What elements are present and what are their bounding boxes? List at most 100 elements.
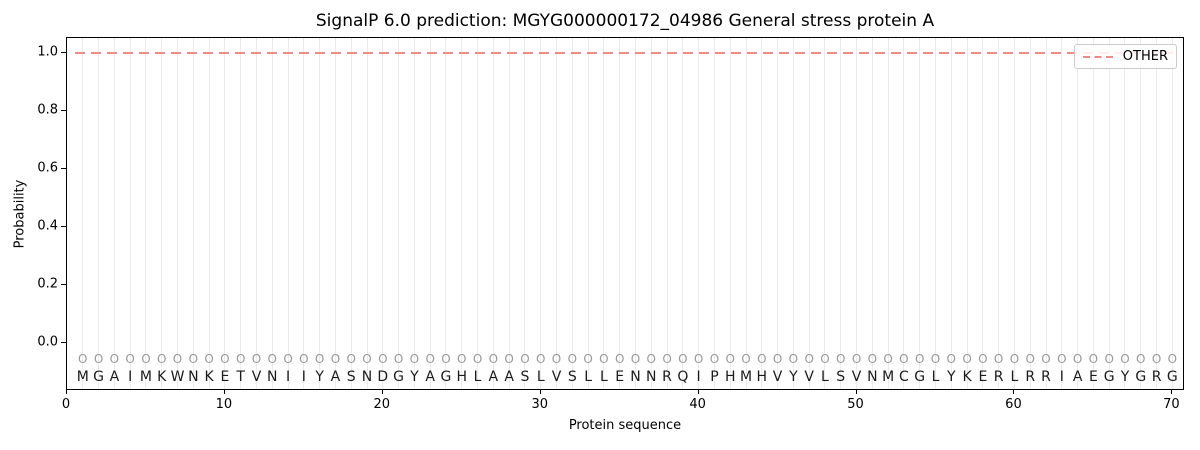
class-marker: O xyxy=(267,352,278,367)
gridline xyxy=(1171,38,1173,389)
class-marker: O xyxy=(867,352,878,367)
gridline xyxy=(303,38,305,389)
residue-letter: R xyxy=(1025,369,1036,386)
residue-letter: E xyxy=(978,369,988,386)
residue-letter: R xyxy=(993,369,1004,386)
residue-letter: G xyxy=(914,369,926,386)
class-marker: O xyxy=(472,352,483,367)
residue-letter: Y xyxy=(789,369,798,386)
class-marker: O xyxy=(141,352,151,367)
x-tick-label: 60 xyxy=(1005,397,1022,412)
residue-letter: A xyxy=(504,369,514,386)
residue-letter: N xyxy=(188,369,199,386)
residue-letter: S xyxy=(567,369,577,386)
class-marker: O xyxy=(188,352,199,367)
gridline xyxy=(792,38,794,389)
residue-letter: Y xyxy=(1120,369,1130,386)
residue-letter: M xyxy=(739,369,753,386)
residue-letter: M xyxy=(76,369,89,386)
gridline xyxy=(619,38,621,389)
gridline xyxy=(271,38,273,389)
gridline xyxy=(508,38,510,389)
gridline xyxy=(1045,38,1047,389)
y-tick-mark xyxy=(61,167,66,169)
class-marker: O xyxy=(930,352,941,367)
x-tick-mark xyxy=(697,390,699,394)
class-marker: O xyxy=(393,352,404,367)
gridline xyxy=(1013,38,1015,389)
residue-letter: L xyxy=(821,369,829,386)
x-tick-label: 0 xyxy=(61,397,71,412)
class-marker: O xyxy=(1009,352,1020,367)
residue-letter: V xyxy=(851,369,862,386)
class-marker: O xyxy=(614,352,625,367)
class-marker: O xyxy=(772,352,783,367)
residue-letter: Y xyxy=(410,369,419,386)
legend-dashed-line-sample xyxy=(1082,55,1115,58)
gridline xyxy=(666,38,668,389)
class-marker: O xyxy=(1104,352,1114,367)
gridline xyxy=(950,38,952,389)
residue-letter: Q xyxy=(677,369,689,386)
class-marker: O xyxy=(314,352,325,367)
residue-letter: H xyxy=(756,369,768,386)
x-tick-mark xyxy=(381,390,383,394)
residue-letter: L xyxy=(931,369,940,386)
gridline xyxy=(887,38,889,389)
gridline xyxy=(524,38,526,389)
gridline xyxy=(161,38,163,389)
y-tick-mark xyxy=(61,342,66,344)
residue-letter: A xyxy=(330,369,341,386)
class-marker: O xyxy=(804,352,814,367)
class-marker: O xyxy=(1088,352,1099,367)
class-marker: O xyxy=(535,352,546,367)
residue-letter: G xyxy=(440,369,452,386)
gridline xyxy=(129,38,131,389)
residue-letter: D xyxy=(377,369,389,386)
residue-letter: E xyxy=(615,369,625,386)
gridline xyxy=(1140,38,1142,389)
residue-letter: L xyxy=(536,369,545,386)
gridline xyxy=(840,38,842,389)
gridline xyxy=(603,38,605,389)
gridline xyxy=(1061,38,1063,389)
class-marker: O xyxy=(725,352,735,367)
residue-letter: G xyxy=(1103,369,1115,386)
gridline xyxy=(903,38,905,389)
gridline xyxy=(334,38,336,389)
gridline xyxy=(113,38,115,389)
gridline xyxy=(1156,38,1158,389)
gridline xyxy=(556,38,558,389)
y-tick-mark xyxy=(61,283,66,285)
class-marker: O xyxy=(157,352,167,367)
class-marker: O xyxy=(899,352,909,367)
class-marker: O xyxy=(662,352,672,367)
class-marker: O xyxy=(441,352,451,367)
y-tick-label: 1.0 xyxy=(37,44,58,60)
gridline xyxy=(998,38,1000,389)
gridline xyxy=(461,38,463,389)
y-axis-label: Probability xyxy=(12,179,28,249)
gridline xyxy=(82,38,84,389)
residue-letter: V xyxy=(804,369,814,386)
residue-letter: G xyxy=(393,369,405,386)
residue-letter: N xyxy=(361,369,373,386)
class-marker: O xyxy=(1151,352,1162,367)
class-marker: O xyxy=(788,352,799,367)
y-tick-label: 0.2 xyxy=(37,276,58,292)
class-marker: O xyxy=(757,352,767,367)
class-marker: O xyxy=(235,352,246,367)
residue-letter: Y xyxy=(315,369,324,386)
residue-letter: L xyxy=(473,369,482,386)
gridline xyxy=(177,38,179,389)
residue-letter: N xyxy=(630,369,641,386)
gridline xyxy=(650,38,652,389)
class-marker: O xyxy=(330,352,341,367)
residue-letter: M xyxy=(139,369,152,386)
residue-letter: Y xyxy=(947,369,956,386)
residue-letter: R xyxy=(1041,369,1051,386)
residue-letter: N xyxy=(867,369,878,386)
other-probability-line xyxy=(74,51,1179,54)
class-marker: O xyxy=(520,352,530,367)
